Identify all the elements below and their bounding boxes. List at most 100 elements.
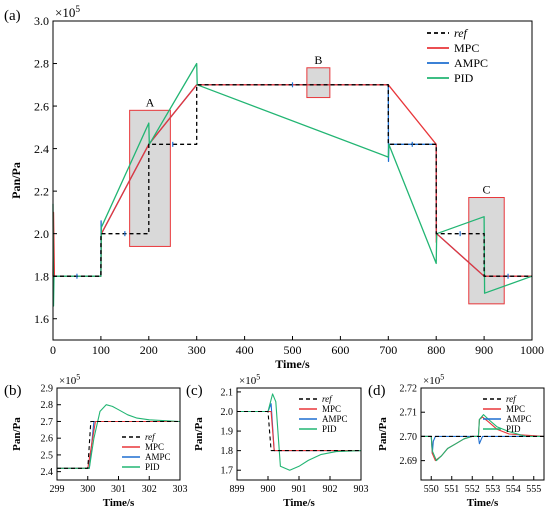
legend-label-ampc: AMPC — [506, 414, 532, 424]
y-tick-label: 2.5 — [41, 450, 54, 461]
x-tick-label: 700 — [379, 343, 397, 357]
legend-label-mpc: MPC — [145, 442, 164, 452]
x-tick-label: 555 — [526, 484, 541, 495]
panel-label-c: (c) — [186, 383, 203, 399]
y-tick-label: 1.8 — [34, 269, 49, 283]
legend-label-ref: ref — [506, 394, 517, 404]
y-tick-label: 2.6 — [34, 99, 49, 113]
series-line-ref — [53, 84, 532, 277]
y-tick-label: 1.9 — [221, 427, 234, 438]
legend-label-ref: ref — [145, 432, 156, 442]
x-tick-label: 302 — [142, 484, 157, 495]
x-axis-title: Time/s — [283, 497, 315, 509]
x-axis-title: Time/s — [275, 357, 310, 371]
x-axis-title: Time/s — [467, 497, 499, 509]
y-tick-label: 2.9 — [41, 384, 54, 395]
y-axis-title: Pan/Pa — [193, 417, 205, 451]
x-tick-label: 550 — [424, 484, 439, 495]
x-tick-label: 400 — [236, 343, 254, 357]
legend-label-pid: PID — [506, 424, 521, 434]
y-tick-label: 2.4 — [41, 467, 54, 478]
series-line-pid — [57, 404, 181, 469]
inset-chart-d: (d) 550 551 552 553 554 555 2.69 2.70 2.71 2.72 ×1… — [368, 373, 545, 509]
x-tick-label: 600 — [331, 343, 349, 357]
legend-label-ampc: AMPC — [322, 414, 348, 424]
series-line-ampc — [237, 403, 361, 452]
inset-chart-b: (b) 299 300 301 302 303 2.4 2.5 2.6 2.7 2.8 2.9 ×10… — [4, 373, 188, 509]
y-tick-label: 2.1 — [221, 387, 234, 398]
y-tick-label: 2.70 — [400, 432, 418, 443]
x-tick-label: 899 — [230, 484, 245, 495]
x-tick-label: 900 — [261, 484, 276, 495]
legend-label-mpc: MPC — [322, 404, 341, 414]
series-line-ref — [57, 420, 180, 469]
series-line-ampc — [53, 84, 532, 277]
legend-label-mpc: MPC — [454, 41, 479, 55]
highlight-region-A — [129, 109, 171, 247]
panel-label-d: (d) — [368, 383, 386, 399]
y-tick-label: 2.8 — [41, 400, 54, 411]
x-tick-label: 301 — [111, 484, 126, 495]
series-line-pid — [237, 393, 362, 471]
legend-label-ampc: AMPC — [145, 452, 171, 462]
y-tick-label: 3.0 — [34, 14, 49, 28]
legend-label-pid: PID — [454, 71, 474, 85]
legend-label-pid: PID — [322, 424, 337, 434]
y-tick-label: 2.7 — [41, 417, 54, 428]
x-tick-label: 1000 — [520, 343, 544, 357]
x-tick-label: 554 — [506, 484, 521, 495]
highlight-region-C — [468, 197, 505, 305]
x-tick-label: 552 — [465, 484, 480, 495]
series-line-ref — [237, 410, 361, 452]
y-tick-label: 2.71 — [400, 408, 418, 419]
legend-label-pid: PID — [145, 462, 160, 472]
x-tick-label: 551 — [444, 484, 459, 495]
x-tick-label: 903 — [354, 484, 369, 495]
y-tick-label: 1.8 — [221, 446, 234, 457]
series-line-pid — [52, 62, 533, 307]
axis-multiplier: ×105 — [55, 5, 80, 20]
legend-label-ampc: AMPC — [454, 56, 488, 70]
x-tick-label: 300 — [188, 343, 206, 357]
x-tick-label: 300 — [80, 484, 95, 495]
y-axis-title: Pan/Pa — [377, 417, 389, 451]
y-tick-label: 2.6 — [41, 434, 54, 445]
y-tick-label: 2.8 — [34, 57, 49, 71]
inset-chart-c: (c) 899 900 901 902 903 1.7 1.8 1.9 2.0 2.1 ×105 Ti… — [186, 373, 369, 509]
x-tick-label: 900 — [475, 343, 493, 357]
legend-label-ref: ref — [322, 394, 333, 404]
region-label-B: B — [314, 53, 322, 67]
highlight-region-B — [306, 67, 331, 99]
region-label-C: C — [482, 183, 490, 197]
x-tick-label: 901 — [292, 484, 307, 495]
x-tick-label: 303 — [173, 484, 188, 495]
axis-multiplier: ×105 — [239, 373, 260, 387]
x-tick-label: 0 — [50, 343, 56, 357]
x-tick-label: 100 — [92, 343, 110, 357]
plot-frame — [420, 387, 545, 481]
legend-label-ref: ref — [454, 26, 469, 40]
panel-label-b: (b) — [4, 383, 22, 399]
y-tick-label: 1.6 — [34, 312, 49, 326]
y-tick-label: 2.72 — [400, 384, 418, 395]
region-label-A: A — [146, 95, 155, 109]
series-line-ampc — [421, 435, 544, 454]
x-tick-label: 553 — [485, 484, 500, 495]
axis-multiplier: ×105 — [423, 373, 444, 387]
y-tick-label: 1.7 — [221, 466, 234, 477]
y-axis-title: Pan/Pa — [11, 417, 23, 451]
axis-multiplier: ×105 — [59, 373, 80, 387]
y-tick-label: 2.2 — [34, 184, 49, 198]
series-line-mpc — [52, 84, 532, 277]
x-tick-label: 500 — [284, 343, 302, 357]
main-chart: (a) A B C 0 100 200 300 400 500 600 700 800 900 1000 1… — [4, 5, 544, 371]
x-tick-label: 902 — [323, 484, 338, 495]
x-axis-title: Time/s — [103, 497, 135, 509]
y-tick-label: 2.0 — [34, 227, 49, 241]
panel-label-a: (a) — [4, 8, 21, 24]
plot-frame — [56, 387, 181, 481]
x-tick-label: 299 — [50, 484, 65, 495]
y-tick-label: 2.69 — [400, 456, 418, 467]
y-tick-label: 2.0 — [221, 407, 234, 418]
